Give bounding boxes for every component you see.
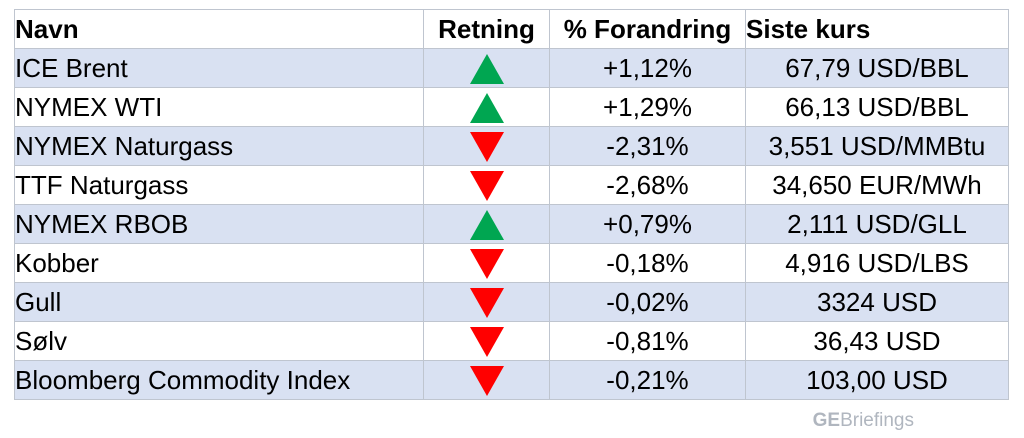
header-price: Siste kurs [745,9,1009,49]
percent-change: +1,29% [549,87,746,127]
direction-cell [423,126,550,166]
table-row: NYMEX Naturgass -2,31% 3,551 USD/MMBtu [14,126,1009,166]
last-price: 3,551 USD/MMBtu [745,126,1009,166]
table-row: NYMEX RBOB +0,79% 2,111 USD/GLL [14,204,1009,244]
last-price: 66,13 USD/BBL [745,87,1009,127]
last-price: 3324 USD [745,282,1009,322]
percent-change: -2,31% [549,126,746,166]
watermark-bold: GE [812,410,841,431]
percent-change: -0,81% [549,321,746,361]
table-row: Kobber -0,18% 4,916 USD/LBS [14,243,1009,283]
commodity-name: Sølv [14,321,424,361]
commodity-name: NYMEX RBOB [14,204,424,244]
last-price: 103,00 USD [745,360,1009,400]
last-price: 2,111 USD/GLL [745,204,1009,244]
direction-cell [423,360,550,400]
commodity-name: Kobber [14,243,424,283]
triangle-up-icon [469,210,504,241]
commodity-name: ICE Brent [14,48,424,88]
triangle-down-icon [469,366,504,397]
watermark-logo: GEBriefings [813,410,914,432]
commodity-name: NYMEX Naturgass [14,126,424,166]
direction-cell [423,243,550,283]
triangle-down-icon [469,171,504,202]
triangle-up-icon [469,54,504,85]
percent-change: -0,02% [549,282,746,322]
table-row: TTF Naturgass -2,68% 34,650 EUR/MWh [14,165,1009,205]
header-change: % Forandring [549,9,746,49]
percent-change: +0,79% [549,204,746,244]
commodity-table: Navn Retning % Forandring Siste kurs ICE… [14,9,1009,400]
percent-change: +1,12% [549,48,746,88]
commodity-name: Bloomberg Commodity Index [14,360,424,400]
direction-cell [423,48,550,88]
triangle-down-icon [469,132,504,163]
commodity-name: NYMEX WTI [14,87,424,127]
table-body: ICE Brent +1,12% 67,79 USD/BBL NYMEX WTI +1,… [14,48,1009,400]
direction-cell [423,204,550,244]
percent-change: -0,18% [549,243,746,283]
header-name: Navn [14,9,424,49]
commodity-name: Gull [14,282,424,322]
percent-change: -2,68% [549,165,746,205]
table-row: Gull -0,02% 3324 USD [14,282,1009,322]
table-row: Sølv -0,81% 36,43 USD [14,321,1009,361]
last-price: 36,43 USD [745,321,1009,361]
direction-cell [423,87,550,127]
direction-cell [423,165,550,205]
triangle-down-icon [469,288,504,319]
table-row: Bloomberg Commodity Index -0,21% 103,00 US… [14,360,1009,400]
last-price: 34,650 EUR/MWh [745,165,1009,205]
direction-cell [423,282,550,322]
percent-change: -0,21% [549,360,746,400]
header-direction: Retning [423,9,550,49]
triangle-down-icon [469,249,504,280]
last-price: 4,916 USD/LBS [745,243,1009,283]
direction-cell [423,321,550,361]
header-row: Navn Retning % Forandring Siste kurs [14,9,1009,49]
watermark-rest: Briefings [840,410,914,431]
commodity-name: TTF Naturgass [14,165,424,205]
triangle-up-icon [469,93,504,124]
last-price: 67,79 USD/BBL [745,48,1009,88]
table-row: ICE Brent +1,12% 67,79 USD/BBL [14,48,1009,88]
table-row: NYMEX WTI +1,29% 66,13 USD/BBL [14,87,1009,127]
triangle-down-icon [469,327,504,358]
